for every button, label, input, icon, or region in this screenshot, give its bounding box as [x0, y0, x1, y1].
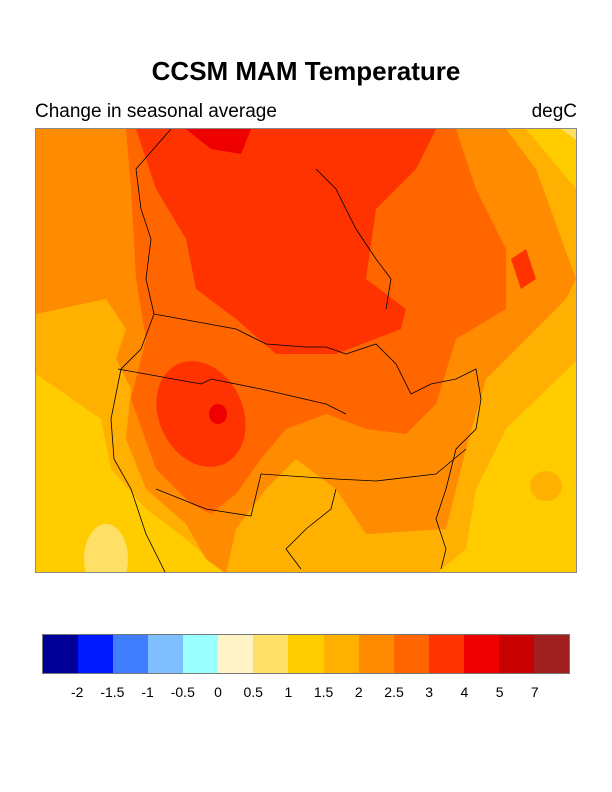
colorbar-box [428, 635, 464, 673]
map-title: CCSM MAM Temperature [151, 56, 461, 86]
contour-1-1.5-southwest [84, 524, 128, 572]
colorbar-tick-label: -2 [70, 684, 84, 700]
southern-state-lines [155, 448, 467, 517]
gulf-coastline [285, 488, 337, 570]
colorbar-box [393, 635, 429, 673]
contour-5-7-utah [209, 404, 227, 424]
temperature-map [35, 128, 577, 573]
northern-state-lines [117, 368, 347, 415]
colorbar-box [218, 635, 254, 673]
colorbar-tick-label: 2 [354, 684, 363, 700]
hudson-bay-coast [315, 168, 392, 310]
contour-2-2.5-atlantic [530, 471, 562, 501]
boundaries [110, 129, 482, 572]
colorbar-box [253, 635, 289, 673]
units-label: degC [531, 101, 577, 122]
colorbar-box [463, 635, 499, 673]
colorbar-tick-label: 1 [284, 684, 293, 700]
colorbar-box [43, 635, 79, 673]
colorbar-tick-label: 3 [425, 684, 434, 700]
colorbar-tick-label: 4 [460, 684, 469, 700]
west-coastline [110, 129, 172, 572]
contour-4-5-labrador [511, 249, 536, 289]
colorbar-tick-label: 2.5 [384, 684, 404, 700]
colorbar-box [323, 635, 359, 673]
colorbar-box [358, 635, 394, 673]
colorbar-labels: -2 -1.5 -1 -0.5 0 0.5 1 1.5 2 2.5 3 4 5 7 [42, 684, 570, 704]
colorbar-tick-label: 7 [530, 684, 539, 700]
contour-5-7-arctic [186, 129, 251, 154]
colorbar-tick-label: -0.5 [170, 684, 195, 700]
colorbar-tick-label: -1 [141, 684, 154, 700]
east-coastline [345, 343, 482, 570]
contour-4-5-utah [156, 361, 246, 467]
map-subtitle: Change in seasonal average [35, 101, 277, 122]
colorbar-tick-label: 1.5 [313, 684, 334, 700]
contour-4-5-canada [136, 129, 436, 354]
colorbar-tick-label: -1.5 [100, 684, 125, 700]
colorbar-tick-label: 5 [495, 684, 504, 700]
colorbar-box [148, 635, 184, 673]
contour-field [36, 129, 576, 572]
colorbar [42, 634, 570, 674]
colorbar-box [288, 635, 324, 673]
colorbar-box [78, 635, 114, 673]
colorbar-box [533, 635, 569, 673]
colorbar-box [498, 635, 534, 673]
colorbar-tick-label: 0.5 [243, 684, 263, 700]
colorbar-tick-label: 0 [214, 684, 222, 700]
colorbar-box [113, 635, 149, 673]
colorbar-box [183, 635, 219, 673]
us-canada-border [153, 313, 347, 355]
